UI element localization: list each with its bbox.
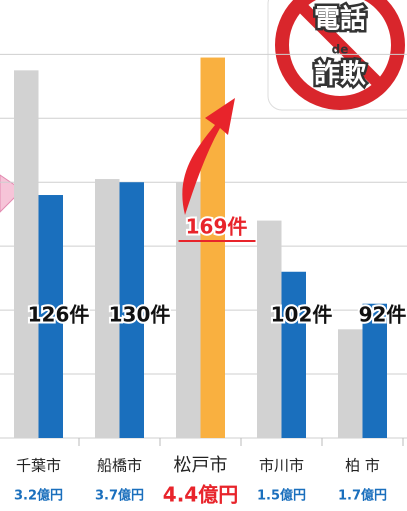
data-label: 92件 <box>359 303 407 327</box>
amount-label: 1.5億円 <box>257 488 306 504</box>
chart: 電話 de 詐欺 千葉市 3.2億円 126件船橋市 3.7億円 130件松戸市 4.4億… <box>0 0 407 511</box>
data-label: 169件 <box>186 215 248 239</box>
data-label: 126件 <box>28 303 90 327</box>
x-tick-label: 千葉市 <box>16 457 61 475</box>
x-tick-label: 松戸市 <box>174 455 228 476</box>
data-label: 102件 <box>271 303 333 327</box>
badge-bottom: 詐欺 <box>314 59 366 90</box>
badge-top: 電話 <box>314 4 366 35</box>
bar <box>257 221 282 438</box>
badge: 電話 de 詐欺 <box>268 0 407 110</box>
x-tick-label: 市川市 <box>259 457 304 475</box>
x-tick-label: 船橋市 <box>97 457 142 475</box>
plot <box>0 54 407 446</box>
amount-label: 3.7億円 <box>95 488 144 504</box>
data-label: 130件 <box>109 303 171 327</box>
bar <box>282 272 307 438</box>
amount-label: 3.2億円 <box>14 488 63 504</box>
bar <box>338 329 363 438</box>
bar <box>14 70 39 438</box>
amount-label: 4.4億円 <box>163 483 238 507</box>
amount-label: 1.7億円 <box>338 488 387 504</box>
x-tick-label: 柏 市 <box>345 457 380 475</box>
